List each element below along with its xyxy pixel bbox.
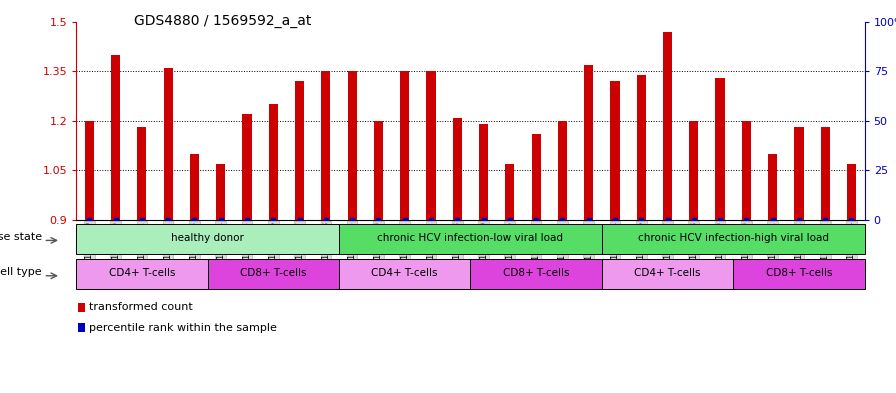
Bar — [505, 164, 514, 220]
Bar — [348, 71, 357, 220]
Bar — [663, 31, 672, 220]
Bar — [689, 121, 698, 220]
Text: CD4+ T-cells: CD4+ T-cells — [634, 268, 701, 279]
Bar — [716, 78, 725, 220]
Text: CD8+ T-cells: CD8+ T-cells — [240, 268, 306, 279]
Text: CD8+ T-cells: CD8+ T-cells — [766, 268, 832, 279]
Bar — [374, 121, 383, 220]
Bar — [269, 104, 278, 220]
Bar — [768, 154, 777, 220]
Bar — [339, 259, 470, 289]
Text: cell type: cell type — [0, 268, 42, 277]
Bar — [452, 118, 461, 220]
Bar — [78, 303, 85, 312]
Bar — [216, 164, 225, 220]
Bar — [76, 224, 339, 254]
Bar — [470, 259, 602, 289]
Text: CD4+ T-cells: CD4+ T-cells — [372, 268, 438, 279]
Bar — [164, 68, 173, 220]
Bar — [531, 134, 540, 220]
Bar — [339, 224, 602, 254]
Bar — [85, 121, 94, 220]
Text: CD4+ T-cells: CD4+ T-cells — [108, 268, 175, 279]
Bar — [558, 121, 567, 220]
Bar — [322, 71, 331, 220]
Bar — [821, 127, 830, 220]
Bar — [295, 81, 304, 220]
Text: CD8+ T-cells: CD8+ T-cells — [503, 268, 569, 279]
Bar — [602, 224, 865, 254]
Bar — [137, 127, 146, 220]
Bar — [733, 259, 865, 289]
Text: chronic HCV infection-high viral load: chronic HCV infection-high viral load — [638, 233, 829, 243]
Bar — [426, 71, 435, 220]
Bar — [479, 124, 488, 220]
Bar — [190, 154, 199, 220]
Bar — [243, 114, 252, 220]
Text: chronic HCV infection-low viral load: chronic HCV infection-low viral load — [377, 233, 564, 243]
Text: healthy donor: healthy donor — [171, 233, 244, 243]
Text: transformed count: transformed count — [89, 302, 193, 312]
Bar — [795, 127, 804, 220]
Bar — [584, 64, 593, 220]
Bar — [111, 55, 120, 220]
Bar — [610, 81, 619, 220]
Bar — [78, 323, 85, 332]
Text: disease state: disease state — [0, 232, 42, 242]
Bar — [208, 259, 339, 289]
Text: percentile rank within the sample: percentile rank within the sample — [89, 323, 277, 333]
Bar — [637, 75, 646, 220]
Text: GDS4880 / 1569592_a_at: GDS4880 / 1569592_a_at — [134, 14, 312, 28]
Bar — [76, 259, 208, 289]
Bar — [401, 71, 409, 220]
Bar — [847, 164, 856, 220]
Bar — [742, 121, 751, 220]
Bar — [602, 259, 733, 289]
